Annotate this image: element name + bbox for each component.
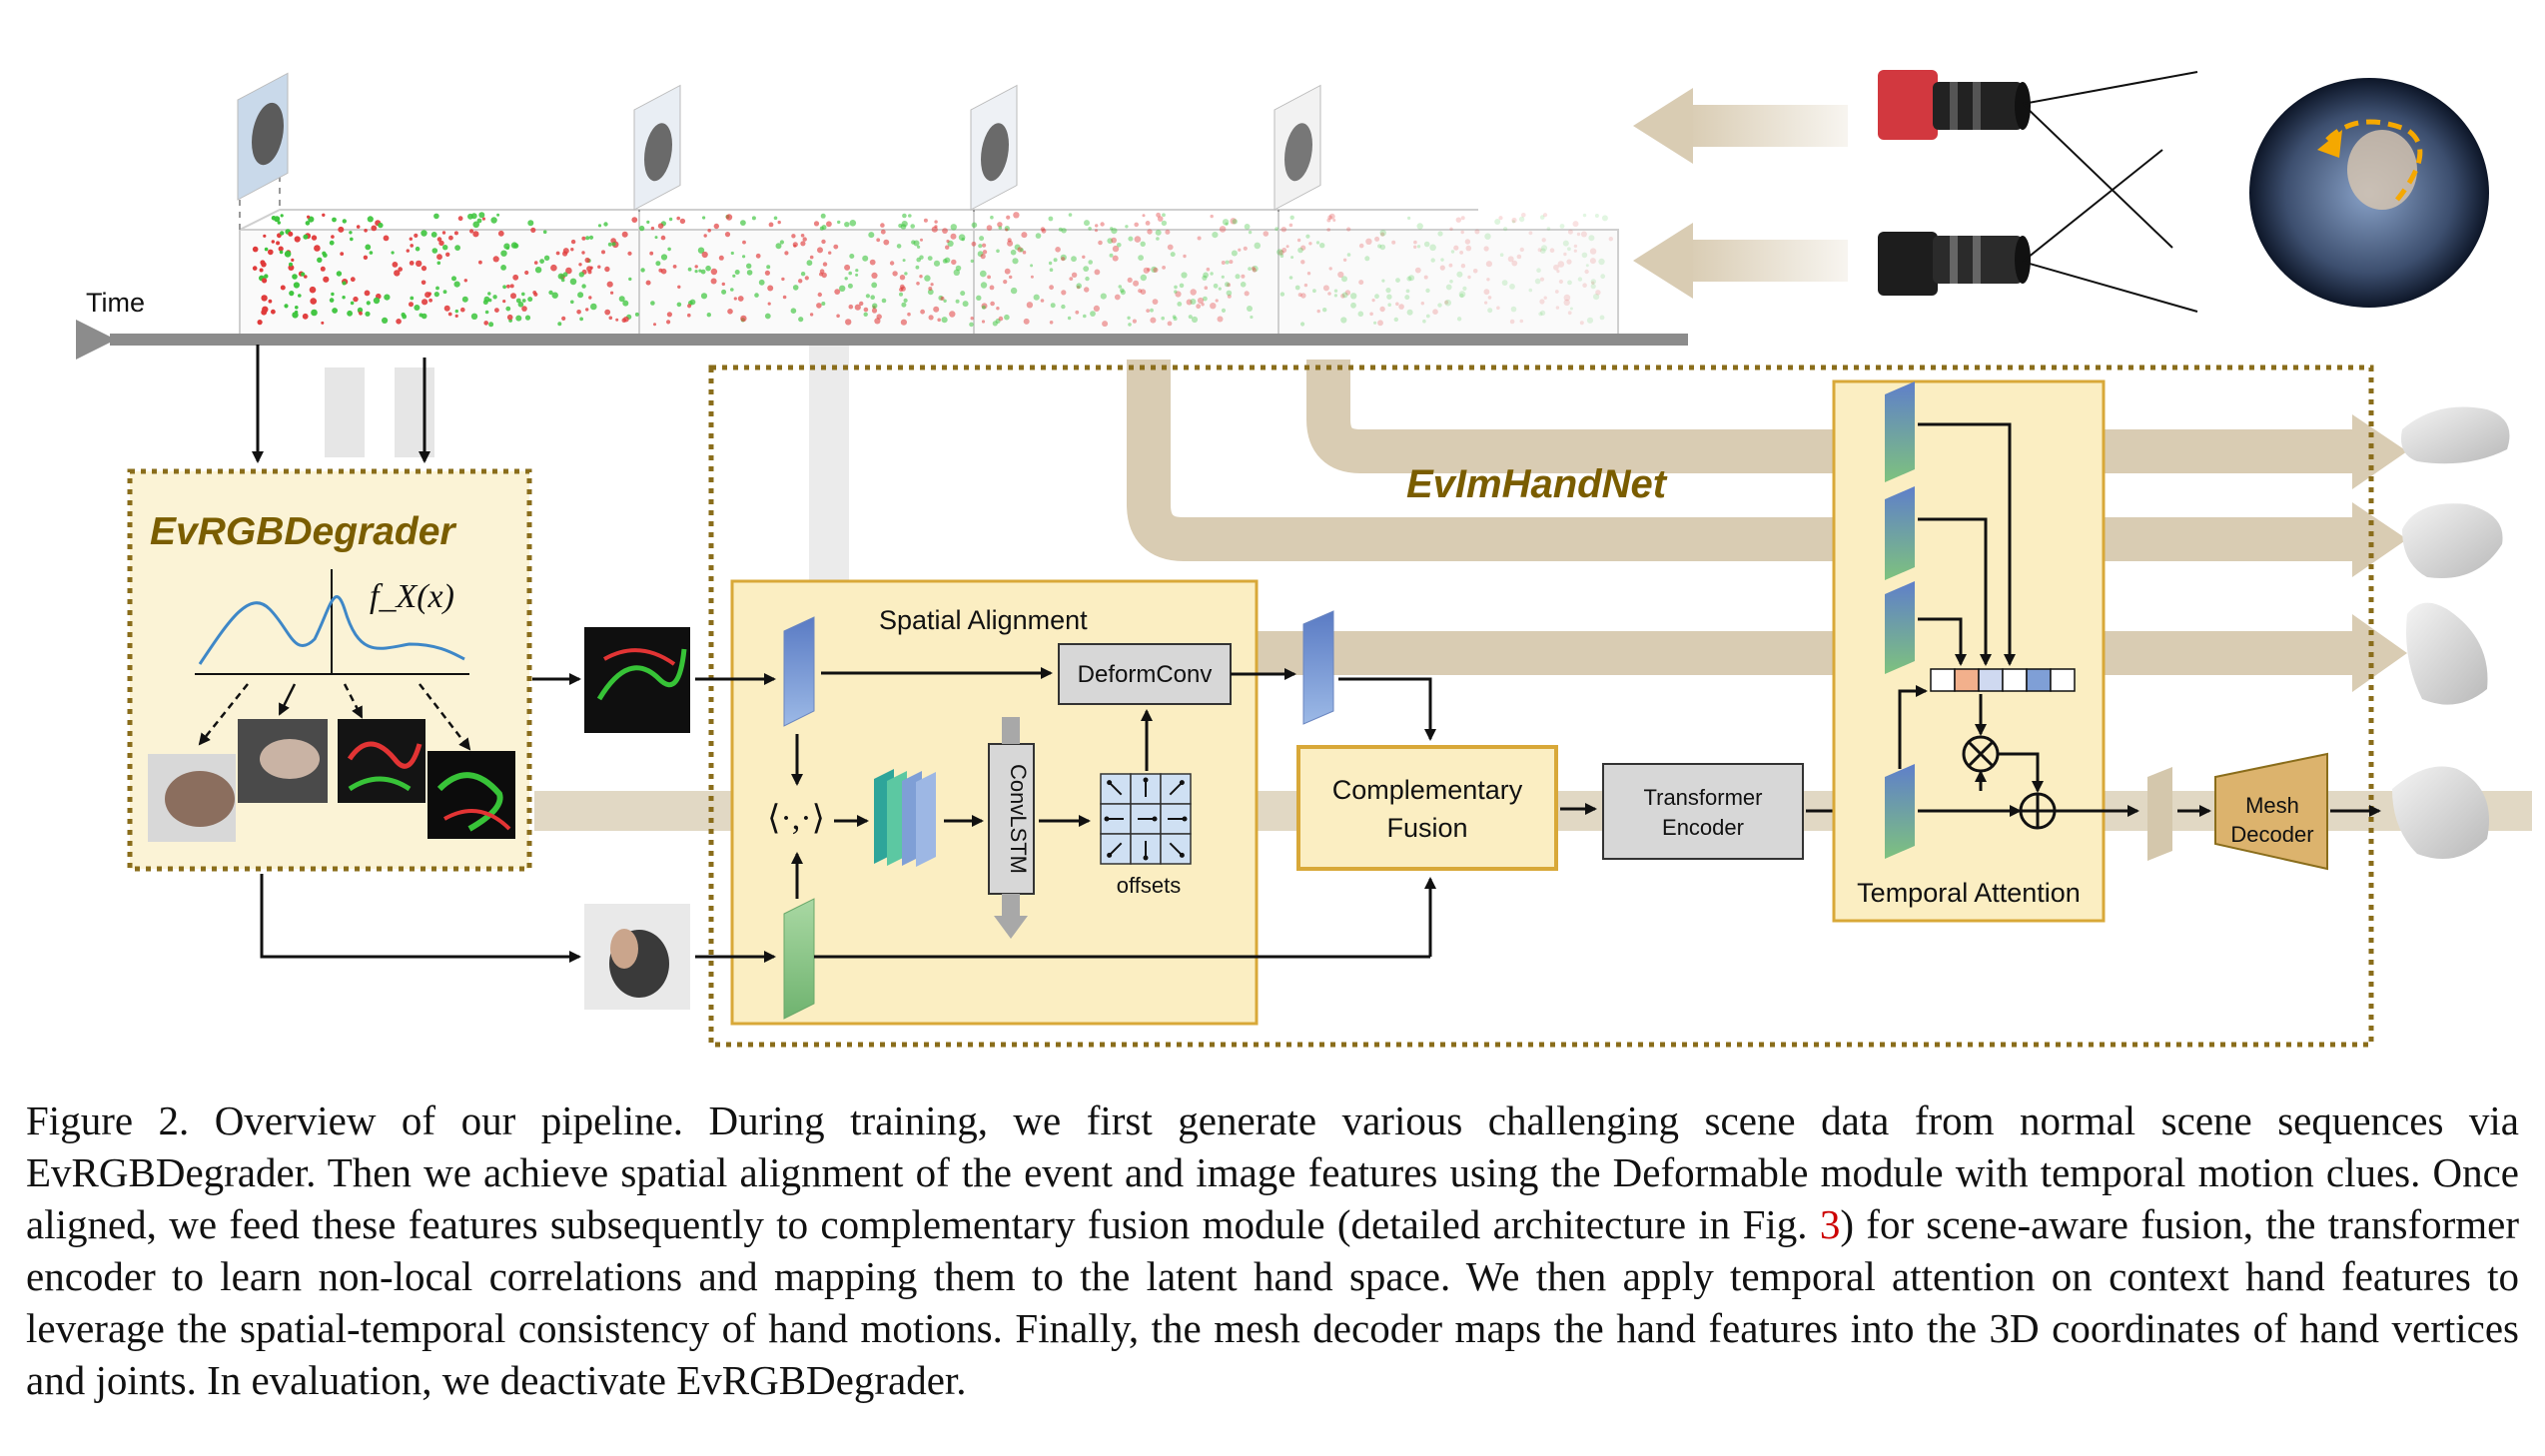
transformer-encoder-box	[1602, 763, 1804, 860]
rgb-camera	[1878, 70, 2031, 140]
caption-figure-ref[interactable]: 3	[1819, 1201, 1841, 1247]
hand-feature	[2147, 767, 2172, 861]
context-feature-1	[1885, 381, 1915, 482]
complementary-fusion-box	[1296, 745, 1558, 871]
mesh-label-line1: Mesh	[2245, 793, 2299, 818]
time-axis-label: Time	[86, 288, 145, 318]
deformconv-label: DeformConv	[1078, 661, 1213, 688]
spatial-alignment-module: Spatial Alignment DeformConv ⟨·,·⟩ ConvL…	[695, 579, 1430, 1026]
hand-mesh-1	[2401, 406, 2510, 464]
convlstm-label: ConvLSTM	[1006, 764, 1031, 874]
caption-part1: Figure 2. Overview of our pipeline. Duri…	[26, 1097, 2519, 1247]
evrgbdegrader-module: EvRGBDegrader f_X(x)	[127, 468, 532, 872]
mesh-label-line2: Decoder	[2230, 822, 2313, 847]
hand-mesh-4	[2392, 766, 2489, 859]
hand-mesh-3	[2406, 602, 2488, 705]
event-frame-input	[584, 627, 690, 733]
fusion-label-line1: Complementary	[1332, 775, 1523, 805]
temporal-attention-module: Temporal Attention	[1832, 379, 2106, 923]
spatial-alignment-label: Spatial Alignment	[879, 605, 1088, 635]
context-feature-2	[1885, 486, 1915, 580]
transformer-label-line2: Encoder	[1662, 815, 1744, 840]
caption-part2: ) for scene-aware fusion, the transforme…	[26, 1201, 2519, 1403]
mesh-decoder-box	[2214, 752, 2328, 871]
event-camera	[1878, 232, 2031, 296]
density-curve	[198, 595, 465, 665]
current-feature	[1885, 764, 1915, 859]
transformer-label-line1: Transformer	[1644, 785, 1763, 810]
temporal-attention-label: Temporal Attention	[1857, 878, 2081, 908]
image-feature	[783, 898, 815, 1020]
offsets-label: offsets	[1117, 873, 1181, 898]
offsets-grid	[1100, 773, 1192, 865]
correlation-feature-stack	[874, 769, 936, 867]
network-title: EvImHandNet	[1406, 462, 1668, 506]
deformconv-box	[1058, 643, 1232, 705]
density-label: f_X(x)	[370, 578, 454, 615]
aligned-event-feature	[1302, 610, 1334, 725]
context-feature-3	[1885, 581, 1915, 674]
degrader-title: EvRGBDegrader	[150, 510, 456, 553]
event-feature	[783, 616, 815, 727]
figure-caption: Figure 2. Overview of our pipeline. Duri…	[26, 1094, 2519, 1406]
camera-setup	[1878, 70, 2489, 313]
timeline-frames	[237, 72, 1321, 211]
event-points	[252, 212, 1614, 328]
hand-mesh-2	[2402, 503, 2503, 579]
pipeline-diagram: Time	[76, 70, 2532, 1048]
fusion-label-line2: Fusion	[1386, 813, 1467, 843]
output-hand-meshes	[2392, 406, 2510, 859]
evimhandnet-boundary	[708, 364, 2374, 1048]
attention-token-row	[1930, 668, 2076, 692]
inner-product-symbol: ⟨·,·⟩	[767, 800, 825, 837]
event-stream: Time	[76, 140, 1688, 360]
convlstm-box	[988, 743, 1035, 895]
